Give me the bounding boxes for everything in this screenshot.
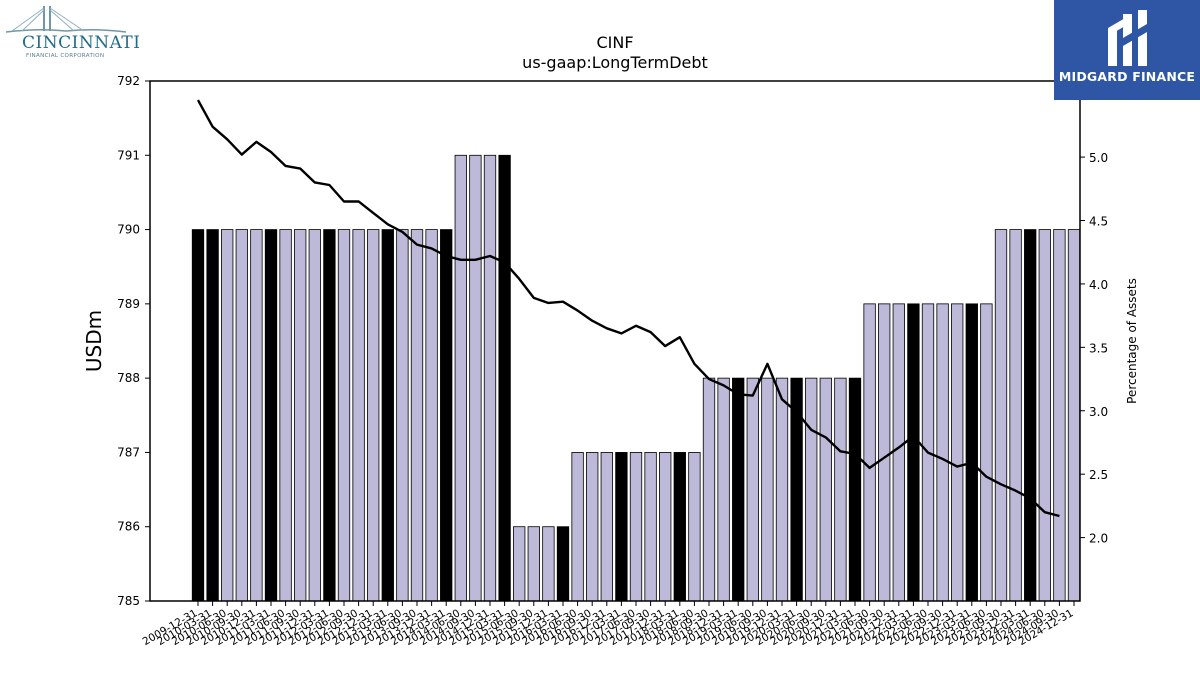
bar [629, 452, 643, 602]
brand-name: CINCINNATI [22, 33, 141, 53]
bar [863, 303, 876, 602]
bar [994, 229, 1008, 602]
brand-tagline: FINANCIAL CORPORATION [26, 53, 105, 59]
x-axis: 2009-12-312010-03-312010-06-302010-09-30… [141, 601, 1076, 648]
bar [1024, 229, 1037, 602]
y2-tick-label: 2.0 [1089, 532, 1108, 546]
y-tick-label: 790 [117, 223, 140, 237]
bar [337, 229, 351, 602]
bar [761, 377, 774, 602]
bar [279, 229, 292, 602]
bar [1009, 229, 1022, 602]
bar [396, 229, 409, 602]
bar [469, 154, 482, 602]
bar [206, 229, 219, 602]
bar [717, 377, 730, 602]
bar [367, 229, 380, 602]
bar [644, 452, 657, 602]
bar [498, 154, 511, 602]
bar [1038, 229, 1051, 602]
bar [951, 303, 964, 602]
bar [586, 452, 599, 602]
bar [308, 229, 321, 602]
y-tick-label: 792 [117, 74, 140, 88]
bar [294, 229, 307, 602]
y-tick-label: 786 [117, 520, 140, 534]
bar [907, 303, 920, 602]
bar [191, 229, 205, 602]
bar [410, 229, 424, 602]
midgard-mark-icon [1108, 10, 1147, 66]
midgard-logo: MIDGARD FINANCE [1054, 0, 1200, 100]
bar [571, 452, 584, 602]
right-axis: 2.02.53.03.54.04.55.05.5 [1080, 88, 1108, 546]
bar [381, 229, 394, 602]
bar [527, 526, 540, 602]
line-series [196, 99, 1060, 518]
bar [848, 377, 862, 602]
bar [221, 229, 234, 602]
bar [965, 303, 978, 602]
bar [425, 229, 438, 602]
bar [673, 452, 686, 602]
bar [775, 377, 789, 602]
bar [702, 377, 716, 602]
bar [1053, 229, 1066, 602]
midgard-name: MIDGARD FINANCE [1058, 69, 1196, 84]
bar [250, 229, 263, 602]
left-axis: 785 786 787 788 789 790 791 792 [117, 74, 150, 608]
y-tick-label: 785 [117, 594, 140, 608]
y-axis-label: USDm [82, 310, 106, 372]
y2-axis-label: Percentage of Assets [1125, 278, 1139, 404]
bar [980, 303, 993, 602]
chart-subtitle: us-gaap:LongTermDebt [522, 53, 708, 72]
bar [746, 377, 759, 602]
bar [483, 154, 497, 602]
bar [805, 377, 818, 602]
y2-tick-label: 3.0 [1089, 405, 1108, 419]
y-tick-label: 787 [117, 445, 140, 459]
bridge-icon [5, 6, 127, 33]
y2-tick-label: 2.5 [1089, 468, 1108, 482]
plot-frame [149, 80, 1081, 602]
bar [892, 303, 905, 602]
bar [556, 526, 570, 602]
y2-tick-label: 5.0 [1089, 151, 1108, 165]
bar [542, 526, 555, 602]
bar [440, 229, 453, 602]
bar [659, 452, 672, 602]
bar [688, 452, 701, 602]
bar [936, 303, 949, 602]
y2-tick-label: 4.0 [1089, 278, 1108, 292]
y2-tick-label: 3.5 [1089, 341, 1108, 355]
y-tick-label: 791 [117, 148, 140, 162]
bar [878, 303, 891, 602]
bar [264, 229, 278, 602]
chart-title: CINF [596, 33, 633, 52]
bar [834, 377, 847, 602]
y2-tick-label: 4.5 [1089, 215, 1108, 229]
bar [323, 229, 336, 602]
y-tick-label: 789 [117, 297, 140, 311]
y-tick-label: 788 [117, 371, 140, 385]
bar [819, 377, 832, 602]
bar [513, 526, 526, 602]
bar [352, 229, 365, 602]
cincinnati-logo: CINCINNATI FINANCIAL CORPORATION [4, 4, 140, 60]
bar-series [191, 154, 1081, 602]
bar [615, 452, 628, 602]
bar [235, 229, 248, 602]
bar [454, 154, 467, 602]
bar [600, 452, 613, 602]
bar [732, 377, 745, 602]
bar [1067, 229, 1081, 602]
